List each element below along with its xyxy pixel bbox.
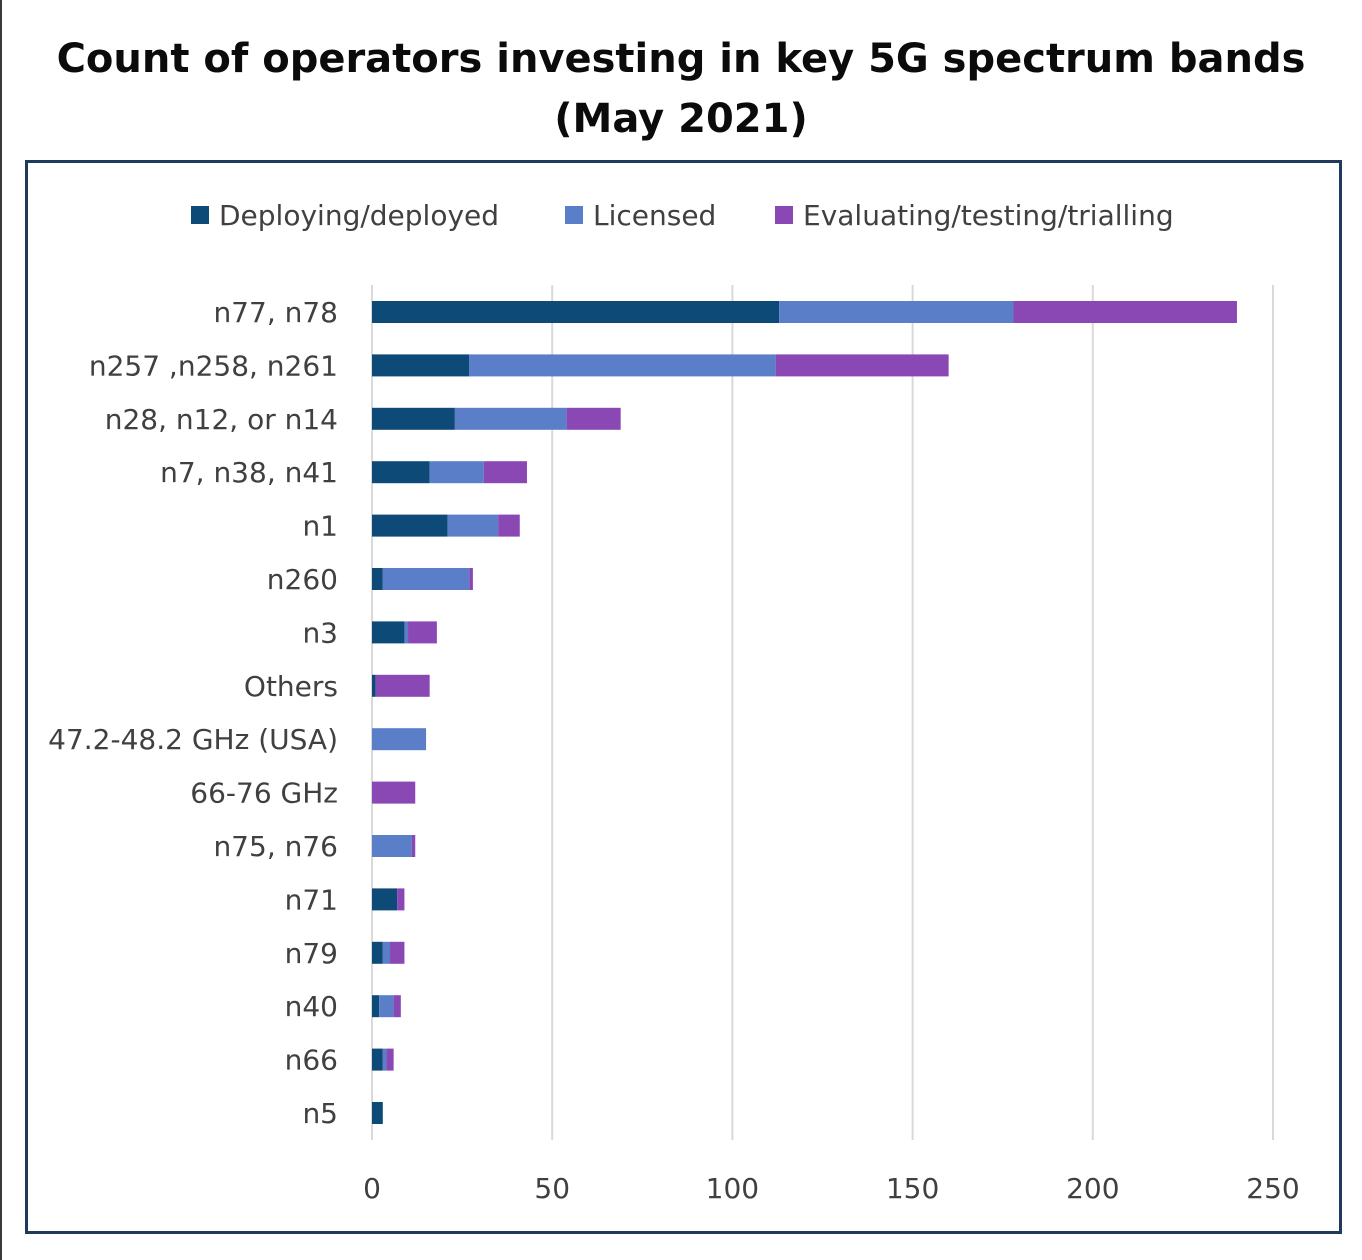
category-label: n28, n12, or n14 (105, 403, 338, 436)
category-label: n66 (285, 1044, 338, 1077)
chart-frame (25, 160, 1342, 1234)
category-label: n257 ,n258, n261 (89, 349, 338, 382)
page-left-edge (0, 0, 2, 1260)
bar-segment (1013, 301, 1237, 323)
bar-segment (779, 301, 1014, 323)
bar-segment (498, 514, 520, 537)
category-label: n71 (285, 883, 338, 916)
chart-title: Count of operators investing in key 5G s… (56, 36, 1306, 82)
bar-segment (386, 1048, 394, 1071)
x-tick-label: 250 (1246, 1172, 1299, 1205)
bar-segment (408, 621, 437, 644)
x-tick-label: 200 (1066, 1172, 1119, 1205)
bar-segment (372, 941, 383, 964)
category-label: Others (244, 670, 338, 703)
legend-swatch (565, 206, 583, 224)
legend-label: Licensed (593, 199, 716, 232)
x-tick-label: 100 (706, 1172, 759, 1205)
bar-segment (372, 301, 780, 323)
bar-segment (775, 354, 949, 377)
bar-segment (393, 995, 401, 1018)
bar-segment (372, 621, 405, 644)
bar-segment (372, 995, 380, 1018)
category-label: n7, n38, n41 (160, 456, 338, 489)
bar-segment (372, 781, 416, 804)
legend-label: Evaluating/testing/trialling (803, 199, 1174, 232)
bar-segment (379, 995, 394, 1018)
bar-segment (411, 835, 416, 857)
category-label: n77, n78 (213, 296, 338, 329)
bar-segment (483, 461, 527, 484)
category-label: n75, n76 (213, 830, 338, 863)
bar-segment (372, 888, 398, 911)
bar-segment (390, 941, 405, 964)
bar-segment (382, 568, 470, 590)
bar-segment (382, 1048, 387, 1071)
category-label: n79 (285, 937, 338, 970)
legend-label: Deploying/deployed (219, 199, 499, 232)
bar-segment (372, 568, 383, 590)
legend-swatch (191, 206, 209, 224)
bar-segment (429, 461, 484, 484)
bar-segment (566, 407, 621, 430)
category-label: n3 (302, 616, 338, 649)
bar-segment (372, 1048, 383, 1071)
bar-segment (397, 888, 405, 911)
x-tick-label: 150 (886, 1172, 939, 1205)
bar-segment (469, 568, 473, 590)
bar-segment (382, 941, 391, 964)
category-label: n1 (302, 510, 338, 543)
legend-swatch (775, 206, 793, 224)
category-label: n260 (267, 563, 338, 596)
bar-segment (372, 1102, 383, 1124)
category-label: n5 (302, 1097, 338, 1130)
bar-segment (469, 354, 776, 377)
x-tick-label: 50 (534, 1172, 570, 1205)
bar-segment (372, 461, 430, 484)
bar-segment (447, 514, 499, 537)
bar-segment (372, 354, 470, 377)
category-label: n40 (285, 990, 338, 1023)
x-tick-label: 0 (363, 1172, 381, 1205)
category-label: 47.2-48.2 GHz (USA) (48, 723, 338, 756)
bar-segment (372, 835, 412, 857)
category-label: 66-76 GHz (190, 777, 338, 810)
bar-segment (372, 407, 455, 430)
bar-segment (404, 621, 409, 644)
bar-segment (372, 674, 376, 697)
bar-segment (454, 407, 567, 430)
bar-segment (375, 674, 430, 697)
bar-segment (372, 514, 448, 537)
bar-segment (372, 728, 427, 751)
chart-subtitle: (May 2021) (554, 96, 808, 142)
